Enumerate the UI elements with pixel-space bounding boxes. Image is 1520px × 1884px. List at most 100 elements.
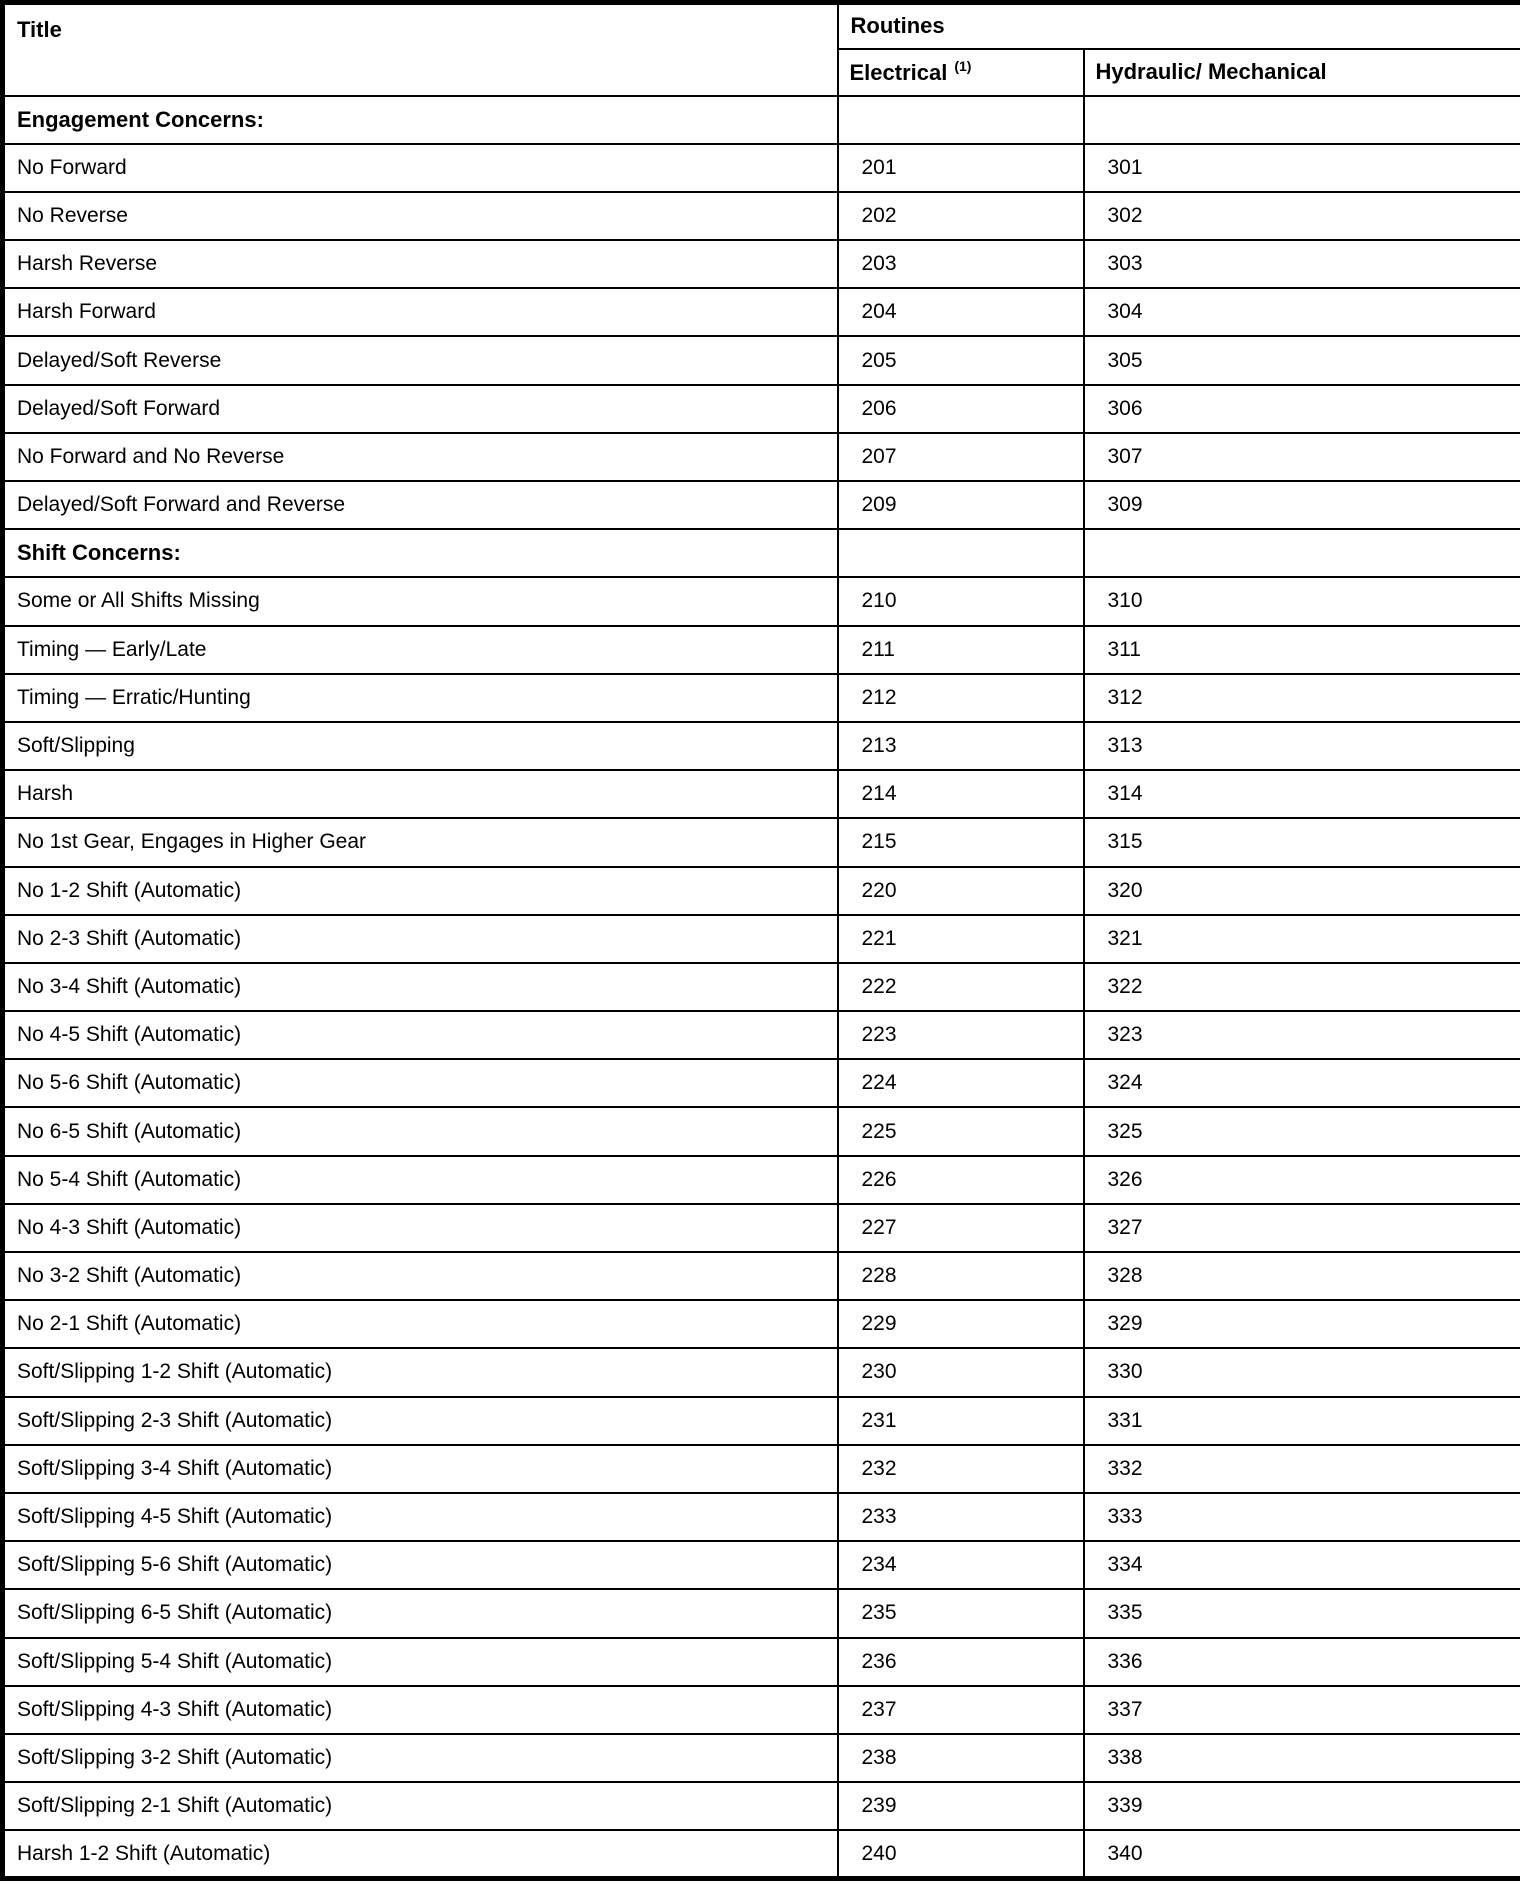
table-row: Soft/Slipping 5-4 Shift (Automatic) 236 … (1, 1636, 1520, 1687)
header-row-1: Title Routines (1, 1, 1520, 97)
title-cell: No 1-2 Shift (Automatic) (1, 865, 839, 916)
electrical-routine-cell: 220 (836, 865, 1085, 916)
electrical-routine-cell: 234 (836, 1540, 1085, 1591)
electrical-routine-cell: 209 (836, 479, 1085, 531)
title-cell: Soft/Slipping 5-6 Shift (Automatic) (1, 1540, 839, 1591)
electrical-routine-cell: 207 (836, 431, 1085, 483)
electrical-routine-cell (836, 94, 1085, 145)
table-row: Delayed/Soft Forward and Reverse 209 309 (1, 479, 1520, 531)
hydraulic-routine-cell: 322 (1082, 961, 1520, 1013)
title-cell: Soft/Slipping 2-3 Shift (Automatic) (1, 1395, 839, 1446)
hydraulic-routine-cell: 310 (1082, 576, 1520, 627)
title-cell: Soft/Slipping 3-2 Shift (Automatic) (1, 1732, 839, 1784)
electrical-routine-cell: 231 (836, 1395, 1085, 1446)
hydraulic-routine-cell: 306 (1082, 383, 1520, 434)
electrical-routine-cell: 236 (836, 1636, 1085, 1687)
hydraulic-routine-cell: 329 (1082, 1299, 1520, 1350)
title-cell: Timing — Early/Late (1, 624, 839, 675)
hydraulic-routine-cell: 312 (1082, 672, 1520, 723)
table-row: No 3-4 Shift (Automatic) 222 322 (1, 961, 1520, 1013)
title-cell: Some or All Shifts Missing (1, 576, 839, 627)
title-cell: Soft/Slipping 3-4 Shift (Automatic) (1, 1443, 839, 1494)
table-row: No 3-2 Shift (Automatic) 228 328 (1, 1250, 1520, 1302)
title-cell: No 5-4 Shift (Automatic) (1, 1154, 839, 1205)
table-row: Soft/Slipping 5-6 Shift (Automatic) 234 … (1, 1540, 1520, 1591)
electrical-routine-cell: 223 (836, 1010, 1085, 1061)
title-cell: No 5-6 Shift (Automatic) (1, 1058, 839, 1109)
table-row: Harsh 1-2 Shift (Automatic) 240 340 (1, 1829, 1520, 1880)
table-row: Timing — Early/Late 211 311 (1, 624, 1520, 675)
title-cell: Timing — Erratic/Hunting (1, 672, 839, 723)
hydraulic-routine-cell: 337 (1082, 1684, 1520, 1735)
electrical-routine-cell: 202 (836, 190, 1085, 242)
electrical-routine-cell: 213 (836, 720, 1085, 772)
title-cell: No 4-3 Shift (Automatic) (1, 1202, 839, 1254)
hydraulic-routine-cell: 326 (1082, 1154, 1520, 1205)
table-row: No Forward 201 301 (1, 142, 1520, 193)
table-body: Engagement Concerns: No Forward 201 301 … (1, 94, 1520, 1880)
table-row: No 4-3 Shift (Automatic) 227 327 (1, 1202, 1520, 1254)
electrical-routine-cell: 225 (836, 1106, 1085, 1157)
table-row: No 1st Gear, Engages in Higher Gear 215 … (1, 817, 1520, 868)
header-row-2: Electrical (1) Hydraulic/ Mechanical (3, 47, 1520, 97)
electrical-routine-cell: 232 (836, 1443, 1085, 1494)
hydraulic-routine-cell: 328 (1082, 1250, 1520, 1302)
hydraulic-routine-cell: 330 (1082, 1347, 1520, 1398)
electrical-routine-cell: 230 (836, 1347, 1085, 1398)
table-row: Soft/Slipping 2-3 Shift (Automatic) 231 … (1, 1395, 1520, 1446)
column-header-routines: Routines (836, 1, 1520, 50)
title-cell: No 3-4 Shift (Automatic) (1, 961, 839, 1013)
hydraulic-routine-cell: 324 (1082, 1058, 1520, 1109)
column-header-hydraulic-mechanical: Hydraulic/ Mechanical (1082, 47, 1520, 97)
title-cell: Delayed/Soft Forward and Reverse (1, 479, 839, 531)
electrical-routine-cell: 239 (836, 1781, 1085, 1832)
title-cell: Delayed/Soft Reverse (1, 335, 839, 386)
title-cell: Harsh Forward (1, 287, 839, 338)
footnote-marker: (1) (954, 58, 972, 74)
hydraulic-routine-cell: 340 (1082, 1829, 1520, 1880)
table-row: Delayed/Soft Reverse 205 305 (1, 335, 1520, 386)
table-row: Harsh 214 314 (1, 769, 1520, 820)
electrical-routine-cell: 211 (836, 624, 1085, 675)
electrical-routine-cell: 224 (836, 1058, 1085, 1109)
hydraulic-routine-cell: 305 (1082, 335, 1520, 386)
title-cell: No 3-2 Shift (Automatic) (1, 1250, 839, 1302)
hydraulic-routine-cell: 302 (1082, 190, 1520, 242)
electrical-routine-cell: 229 (836, 1299, 1085, 1350)
electrical-routine-cell: 203 (836, 239, 1085, 290)
hydraulic-routine-cell: 314 (1082, 769, 1520, 820)
title-cell: Delayed/Soft Forward (1, 383, 839, 434)
title-cell: Shift Concerns: (1, 528, 839, 579)
electrical-routine-cell: 201 (836, 142, 1085, 193)
table-row: Soft/Slipping 4-3 Shift (Automatic) 237 … (1, 1684, 1520, 1735)
hydraulic-routine-cell: 307 (1082, 431, 1520, 483)
table-row: No 5-6 Shift (Automatic) 224 324 (1, 1058, 1520, 1109)
electrical-routine-cell: 206 (836, 383, 1085, 434)
table-row: Soft/Slipping 3-4 Shift (Automatic) 232 … (1, 1443, 1520, 1494)
electrical-routine-cell: 212 (836, 672, 1085, 723)
title-cell: Soft/Slipping 2-1 Shift (Automatic) (1, 1781, 839, 1832)
hydraulic-routine-cell: 323 (1082, 1010, 1520, 1061)
table-row: No 6-5 Shift (Automatic) 225 325 (1, 1106, 1520, 1157)
table-row: Soft/Slipping 3-2 Shift (Automatic) 238 … (1, 1732, 1520, 1784)
table-row: No 2-3 Shift (Automatic) 221 321 (1, 913, 1520, 964)
hydraulic-routine-cell: 339 (1082, 1781, 1520, 1832)
column-header-electrical: Electrical (1) (836, 47, 1085, 97)
title-cell: Soft/Slipping 4-5 Shift (Automatic) (1, 1491, 839, 1543)
hydraulic-routine-cell: 334 (1082, 1540, 1520, 1591)
title-cell: Soft/Slipping 1-2 Shift (Automatic) (1, 1347, 839, 1398)
table-row: Soft/Slipping 6-5 Shift (Automatic) 235 … (1, 1588, 1520, 1639)
column-header-title: Title (1, 1, 839, 97)
title-cell: Harsh (1, 769, 839, 820)
electrical-routine-cell: 240 (836, 1829, 1085, 1880)
table-row: Harsh Forward 204 304 (1, 287, 1520, 338)
title-cell: No Forward and No Reverse (1, 431, 839, 483)
hydraulic-routine-cell: 313 (1082, 720, 1520, 772)
hydraulic-routine-cell (1082, 94, 1520, 145)
table-row: Harsh Reverse 203 303 (1, 239, 1520, 290)
hydraulic-routine-cell: 333 (1082, 1491, 1520, 1543)
table-row: Delayed/Soft Forward 206 306 (1, 383, 1520, 434)
title-cell: No 4-5 Shift (Automatic) (1, 1010, 839, 1061)
